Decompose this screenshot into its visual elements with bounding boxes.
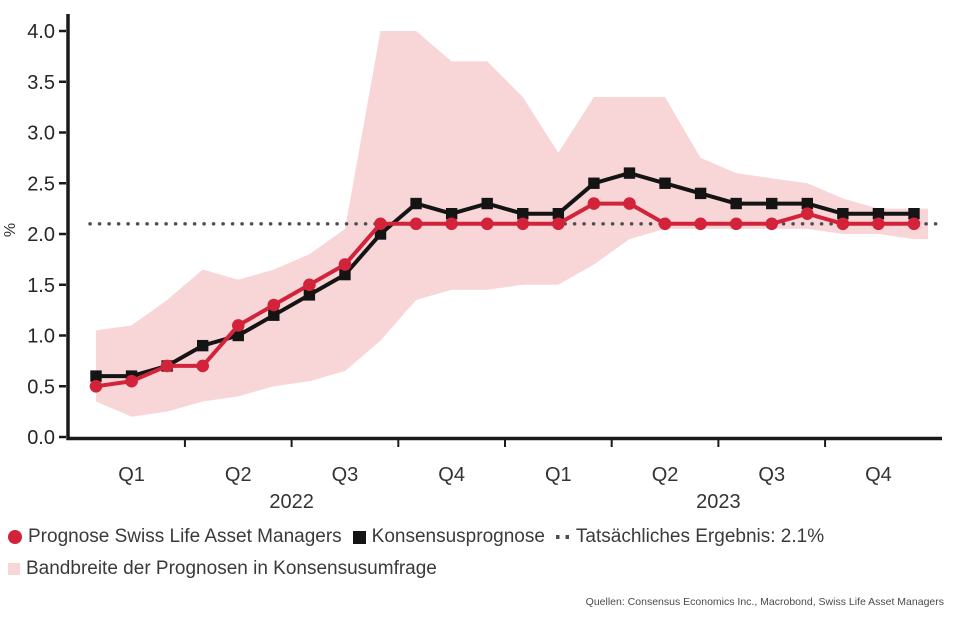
slam-data-point [374,217,387,231]
consensus-data-point [445,208,458,220]
consensus-data-point [339,268,351,281]
forecast-line-chart: 0.0 0.5 1.0 1.5 2.0 2.5 3.0 3.5 4.0 Q1 Q2 Q3 Q4 Q1 Q2 Q… [2,14,942,513]
y-axis-percent-label: % [2,223,19,237]
slam-data-point [516,217,530,231]
consensus-data-point [410,197,422,210]
consensus-data-point [303,289,316,301]
axis-frame [66,14,942,441]
x-quarter-label: Q4 [438,464,465,486]
slam-data-point [445,217,458,231]
consensus-data-point [232,329,244,342]
slam-data-point [623,197,636,210]
consensus-data-point [766,197,778,210]
slam-data-point [552,217,565,231]
slam-data-point [729,217,743,231]
consensus-data-point [196,339,209,352]
y-tick-label: 2.0 [27,224,55,246]
x-quarter-label: Q4 [865,464,892,486]
consensus-data-point [872,208,885,220]
slam-data-point [267,298,281,312]
x-quarter-label: Q3 [332,464,359,486]
consensus-data-point [552,208,565,220]
x-quarter-label: Q1 [545,464,572,486]
y-tick-label: 1.5 [27,275,55,297]
slam-data-point [801,207,814,220]
y-tick-label: 4.0 [27,21,55,43]
legend-label-forecast-range: Bandbreite der Prognosen in Konsensusumf… [26,558,437,579]
slam-data-point [587,197,601,210]
slam-data-point [303,278,316,292]
red-circle-marker-icon [8,530,22,544]
legend-item-actual-result: Tatsächliches Ergebnis: 2.1% [555,526,825,548]
slam-data-point [125,374,138,388]
y-tick-label: 0.5 [27,376,55,398]
dotted-line-marker-icon [555,535,570,539]
consensus-data-point [517,208,529,220]
slam-data-point [196,359,209,373]
slam-data-point [872,217,885,231]
x-quarter-label: Q2 [652,464,679,486]
slam-data-point [765,217,778,231]
y-tick-label: 2.5 [27,173,55,195]
legend-label-actual-result: Tatsächliches Ergebnis: 2.1% [575,526,825,547]
consensus-data-point [268,309,280,321]
slam-data-point [694,217,707,231]
year-label: 2022 [269,491,314,513]
source-note: Quellen: Consensus Economics Inc., Macro… [585,596,944,608]
x-quarter-label: Q2 [225,464,252,486]
consensus-data-point [801,197,813,210]
year-label: 2023 [696,491,741,513]
legend-label-slam-forecast: Prognose Swiss Life Asset Managers [28,526,342,547]
consensus-data-point [623,167,636,179]
chart-legend: Prognose Swiss Life Asset Managers Konse… [8,526,824,580]
consensus-forecast-line [90,167,920,382]
pink-band-marker-icon [8,563,20,575]
legend-item-consensus-forecast: Konsensusprognose [352,526,545,548]
slam-data-point [338,258,352,271]
slam-data-point [409,217,423,231]
black-square-marker-icon [352,530,366,544]
consensus-data-point [90,370,102,382]
slam-forecast-line [89,197,921,393]
slam-data-point [160,359,174,373]
legend-row-2: Bandbreite der Prognosen in Konsensusumf… [8,558,824,580]
y-tick-label: 3.0 [27,123,55,145]
consensus-data-point [374,228,387,240]
x-quarter-label: Q3 [758,464,785,486]
slam-data-point [89,380,103,393]
slam-data-point [836,217,850,231]
slam-data-point [658,217,672,231]
y-tick-label: 1.0 [27,326,55,348]
consensus-data-point [694,187,707,200]
legend-item-slam-forecast: Prognose Swiss Life Asset Managers [8,526,342,548]
consensus-data-point [481,197,493,210]
y-tick-label: 3.5 [27,72,55,94]
consensus-data-point [659,177,671,189]
consensus-data-point [837,208,849,220]
slam-data-point [907,217,921,231]
consensus-data-point [908,208,920,220]
legend-row-1: Prognose Swiss Life Asset Managers Konse… [8,526,824,548]
x-quarter-label: Q1 [118,464,145,486]
legend-label-consensus-forecast: Konsensusprognose [371,526,545,547]
y-tick-label: 0.0 [27,427,55,449]
consensus-data-point [730,197,742,210]
slam-data-point [232,319,245,332]
consensus-data-point [588,177,600,189]
slam-data-point [480,217,494,231]
legend-item-forecast-range: Bandbreite der Prognosen in Konsensusumf… [8,558,437,580]
axes: 0.0 0.5 1.0 1.5 2.0 2.5 3.0 3.5 4.0 Q1 Q2 Q3 Q4 Q1 Q2 Q… [2,14,942,513]
